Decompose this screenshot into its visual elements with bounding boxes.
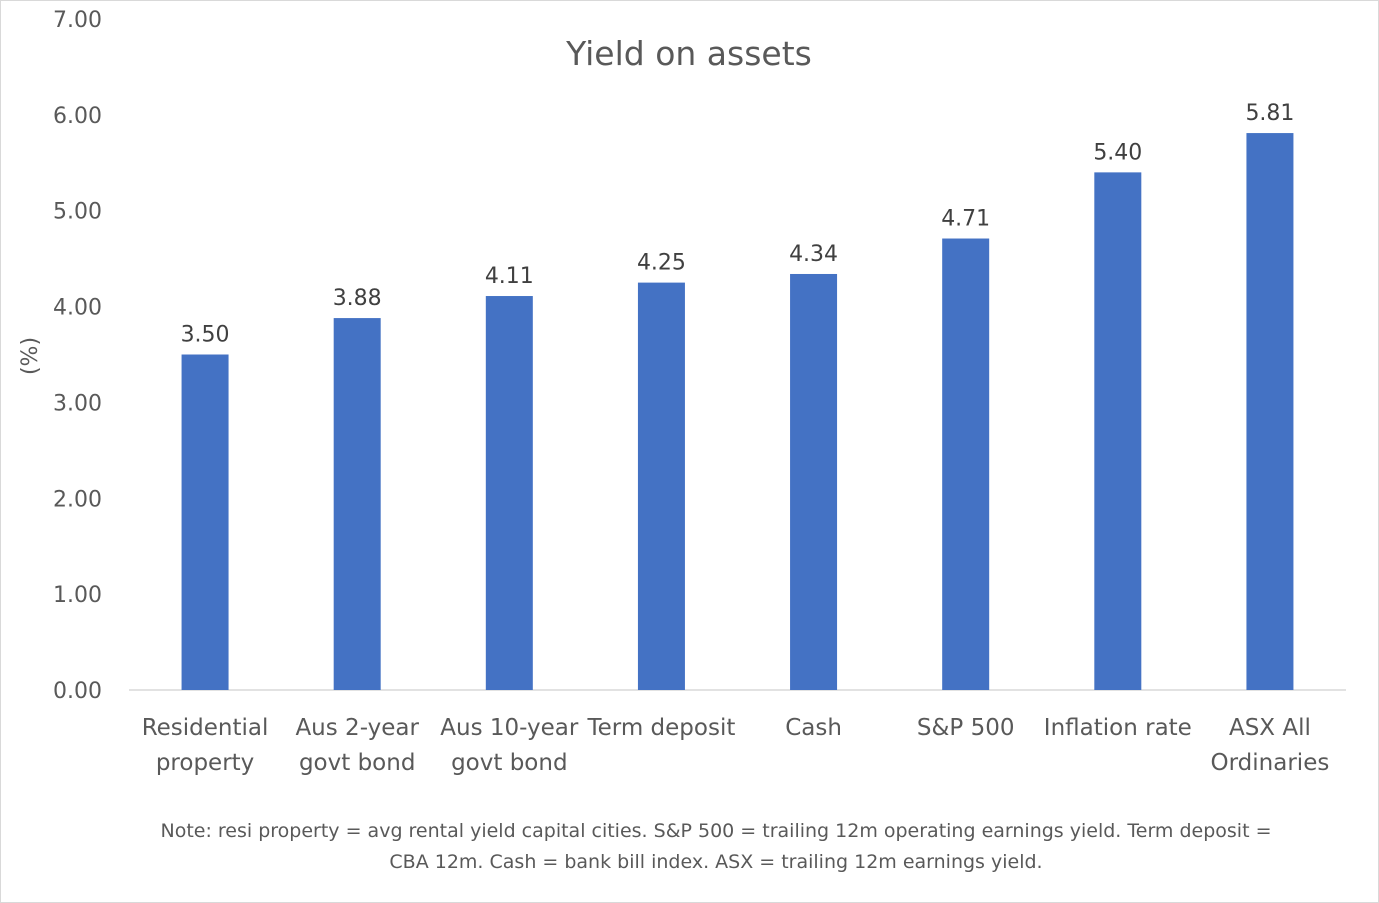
- y-tick-label: 2.00: [53, 487, 102, 512]
- bar: [790, 273, 838, 690]
- bar: [637, 282, 685, 690]
- category-label: govt bond: [451, 750, 567, 776]
- category-label: S&P 500: [917, 715, 1015, 741]
- bar: [1246, 133, 1294, 690]
- category-label: Aus 10-year: [440, 715, 579, 741]
- category-label: Cash: [785, 715, 842, 741]
- data-label: 5.81: [1245, 101, 1294, 126]
- y-tick-label: 7.00: [53, 8, 102, 33]
- chart-note: Note: resi property = avg rental yield c…: [160, 820, 1272, 873]
- data-label: 5.40: [1093, 140, 1142, 165]
- category-label: Ordinaries: [1211, 750, 1330, 776]
- bar: [485, 296, 533, 690]
- category-label: ASX All: [1229, 715, 1311, 741]
- y-axis-ticks: 0.00 1.00 2.00 3.00 4.00 5.00 6.00 7.00: [53, 8, 102, 704]
- data-label: 4.11: [485, 264, 534, 289]
- data-label: 4.25: [637, 251, 686, 276]
- bar: [333, 318, 381, 690]
- data-label: 3.88: [333, 286, 382, 311]
- category-label: govt bond: [299, 750, 415, 776]
- data-label: 3.50: [181, 323, 230, 348]
- category-label: Inflation rate: [1044, 715, 1192, 741]
- y-tick-label: 4.00: [53, 296, 102, 321]
- bar: [942, 238, 990, 690]
- bars: [181, 133, 1294, 690]
- y-tick-label: 1.00: [53, 583, 102, 608]
- bar: [1094, 172, 1142, 690]
- data-labels: 3.50 3.88 4.11 4.25 4.34 4.71 5.40 5.81: [181, 101, 1295, 347]
- category-label: Aus 2-year: [295, 715, 419, 741]
- category-label: property: [156, 750, 254, 776]
- category-label: Term deposit: [587, 715, 736, 741]
- data-label: 4.34: [789, 242, 838, 267]
- y-axis-title: (%): [18, 337, 43, 375]
- bar: [181, 354, 229, 690]
- y-tick-label: 0.00: [53, 679, 102, 704]
- y-tick-label: 3.00: [53, 391, 102, 416]
- data-label: 4.71: [941, 207, 990, 232]
- y-tick-label: 5.00: [53, 200, 102, 225]
- chart-title: Yield on assets: [565, 34, 812, 73]
- y-tick-label: 6.00: [53, 104, 102, 129]
- category-labels: Residential property Aus 2-year govt bond Au…: [142, 715, 1330, 776]
- category-label: Residential: [142, 715, 269, 741]
